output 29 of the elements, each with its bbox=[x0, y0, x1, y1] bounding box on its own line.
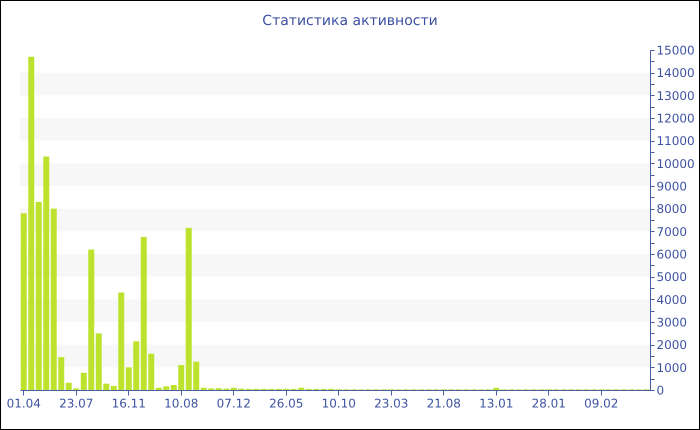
x-tick-label: 10.10 bbox=[322, 396, 356, 410]
y-tick-label: 2000 bbox=[656, 338, 688, 352]
x-tick-label: 23.03 bbox=[374, 396, 408, 410]
x-tick-label: 13.01 bbox=[479, 396, 514, 410]
x-tick-label: 16.11 bbox=[112, 396, 146, 410]
x-tick-label: 26.05 bbox=[269, 396, 304, 410]
y-tick-label: 14000 bbox=[656, 66, 695, 80]
y-tick-label: 3000 bbox=[656, 316, 688, 330]
x-tick-label: 01.04 bbox=[6, 396, 41, 410]
y-tick-label: 0 bbox=[656, 384, 664, 398]
y-tick-label: 7000 bbox=[656, 224, 688, 239]
y-tick-label: 12000 bbox=[656, 112, 695, 126]
x-tick-label: 10.08 bbox=[164, 396, 198, 410]
y-tick-label: 4000 bbox=[656, 292, 688, 307]
y-tick-label: 1000 bbox=[656, 360, 688, 375]
y-tick-label: 9000 bbox=[656, 180, 688, 194]
y-tick-label: 13000 bbox=[656, 88, 695, 103]
y-tick-label: 6000 bbox=[656, 248, 688, 262]
x-tick-label: 21.08 bbox=[426, 396, 461, 410]
y-tick-label: 11000 bbox=[656, 134, 695, 148]
chart-title: Статистика активности bbox=[262, 13, 438, 29]
x-tick-label: 09.02 bbox=[584, 396, 618, 410]
y-tick-label: 8000 bbox=[656, 202, 688, 216]
x-tick-label: 28.01 bbox=[532, 396, 566, 410]
y-tick-label: 10000 bbox=[656, 156, 695, 171]
x-tick-label: 07.12 bbox=[216, 396, 251, 410]
y-tick-label: 15000 bbox=[656, 44, 695, 58]
x-tick-label: 23.07 bbox=[59, 396, 94, 410]
y-tick-label: 5000 bbox=[656, 270, 688, 284]
